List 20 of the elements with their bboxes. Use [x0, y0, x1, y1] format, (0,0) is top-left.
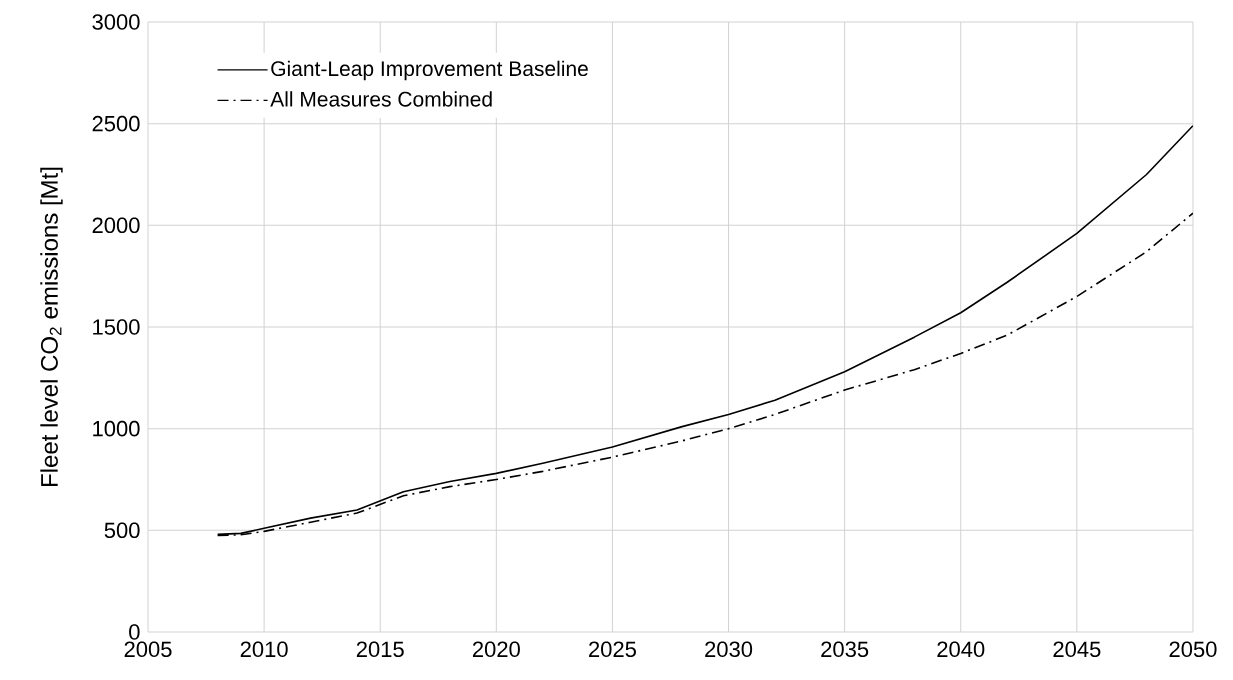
y-tick-label: 2000	[92, 217, 140, 234]
y-tick-label: 2500	[92, 115, 140, 132]
x-tick-label: 2025	[589, 641, 636, 658]
y-axis-title: Fleet level CO$_{2}$ emissions [Mt]	[40, 167, 63, 486]
x-tick-label: 2020	[472, 641, 520, 658]
legend-label: Giant-Leap Improvement Baseline	[271, 60, 588, 81]
x-tick-label: 2010	[240, 641, 288, 658]
x-tick-label: 2035	[821, 641, 869, 658]
x-tick-label: 2030	[705, 641, 753, 658]
x-tick-label: 2050	[1169, 641, 1217, 658]
legend-label: All Measures Combined	[270, 91, 492, 107]
y-tick-label: 3000	[92, 14, 140, 30]
y-tick-label: 500	[104, 522, 140, 539]
x-tick-label: 2040	[937, 641, 985, 658]
x-tick-label: 2045	[1053, 641, 1101, 658]
x-tick-label: 2005	[124, 641, 172, 658]
y-tick-label: 0	[129, 624, 140, 640]
y-tick-label: 1500	[93, 319, 140, 335]
x-tick-label: 2015	[356, 641, 404, 658]
y-tick-label: 1000	[93, 420, 140, 437]
